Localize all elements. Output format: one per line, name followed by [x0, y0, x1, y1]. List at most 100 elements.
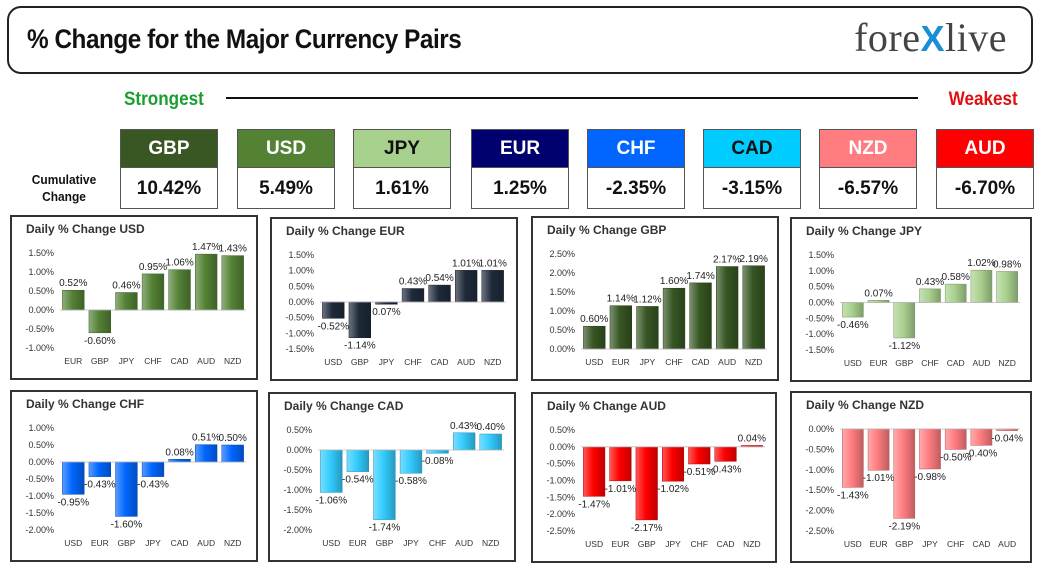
data-label: 1.12%: [633, 294, 661, 305]
x-tick-label: JPY: [379, 357, 395, 367]
currency-box-nzd: NZD -6.57%: [819, 129, 917, 209]
bar: [662, 287, 686, 350]
cumulative-label-line2: Change: [42, 189, 86, 204]
y-tick-label: -1.00%: [25, 343, 54, 353]
bar: [88, 309, 112, 334]
x-tick-label: NZD: [745, 357, 762, 367]
bar: [583, 446, 606, 497]
x-tick-label: EUR: [349, 538, 367, 548]
data-label: 0.07%: [372, 307, 400, 318]
bar: [452, 432, 476, 451]
bar: [689, 282, 712, 350]
x-tick-label: CAD: [692, 357, 710, 367]
x-tick-label: AUD: [998, 539, 1016, 549]
y-tick-label: 1.00%: [808, 266, 834, 276]
bar: [115, 292, 138, 311]
y-tick-label: 0.00%: [549, 442, 575, 452]
x-tick-label: CAD: [972, 539, 990, 549]
bar: [320, 449, 343, 493]
bar: [919, 288, 941, 303]
y-tick-label: 0.00%: [808, 298, 834, 308]
x-tick-label: CAD: [947, 358, 965, 368]
bar: [346, 449, 370, 472]
bar: [62, 461, 85, 495]
x-tick-label: EUR: [64, 356, 82, 366]
y-tick-label: -1.00%: [805, 465, 834, 475]
x-tick-label: GBP: [638, 539, 656, 549]
bar: [481, 270, 504, 303]
bar: [919, 428, 941, 470]
y-tick-label: 0.50%: [549, 325, 575, 335]
data-label: -1.14%: [344, 341, 376, 352]
data-label: 0.43%: [450, 421, 478, 432]
data-label: -0.43%: [710, 464, 742, 475]
y-tick-label: -0.50%: [546, 459, 575, 469]
x-tick-label: CAD: [717, 539, 735, 549]
chart-title: Daily % Change CAD: [284, 399, 404, 413]
y-tick-label: -2.00%: [25, 525, 54, 535]
bar: [635, 446, 658, 521]
x-tick-label: JPY: [665, 539, 681, 549]
y-tick-label: 0.00%: [28, 305, 54, 315]
y-tick-label: 0.50%: [288, 281, 314, 291]
chart-panel: Daily % Change USD 1.50% 1.00% 0.50% 0.00% -0…: [10, 215, 258, 380]
bar: [715, 266, 739, 350]
x-tick-label: JPY: [640, 357, 656, 367]
cumulative-value: -6.57%: [837, 178, 899, 199]
logo-text-left: fore: [854, 15, 921, 60]
bar: [168, 269, 191, 311]
x-tick-label: CAD: [171, 538, 189, 548]
data-label: -0.46%: [837, 320, 869, 331]
y-tick-label: -1.00%: [285, 328, 314, 338]
y-tick-label: 0.50%: [28, 286, 54, 296]
x-tick-label: EUR: [870, 358, 888, 368]
data-label: 1.02%: [967, 258, 995, 269]
chart-panel: Daily % Change GBP 2.50% 2.00% 1.50% 1.00% 0.…: [531, 216, 779, 381]
strongest-label: Strongest: [124, 89, 204, 110]
chart-title: Daily % Change EUR: [286, 224, 405, 238]
cumulative-value: 5.49%: [259, 178, 313, 199]
bar-chart: 0.50% 0.00% -0.50% -1.00% -1.50% -2.00% -1.06%…: [283, 421, 505, 548]
x-tick-label: EUR: [870, 539, 888, 549]
x-tick-label: USD: [844, 358, 862, 368]
y-tick-label: -1.50%: [546, 492, 575, 502]
x-tick-label: USD: [322, 538, 340, 548]
x-tick-label: AUD: [197, 356, 215, 366]
bar: [867, 428, 890, 471]
x-tick-label: USD: [585, 539, 603, 549]
data-label: -0.50%: [940, 452, 972, 463]
x-tick-label: JPY: [403, 538, 419, 548]
data-label: -0.58%: [395, 476, 427, 487]
x-tick-label: EUR: [611, 539, 629, 549]
data-label: 0.58%: [942, 272, 970, 283]
chart-title: Daily % Change AUD: [547, 399, 666, 413]
currency-box-aud: AUD -6.70%: [936, 129, 1034, 209]
data-label: 0.07%: [864, 288, 892, 299]
data-label: -0.04%: [991, 434, 1023, 445]
bar: [348, 301, 372, 338]
y-tick-label: -0.50%: [285, 313, 314, 323]
strength-scale-line: [226, 97, 918, 99]
y-tick-label: 0.50%: [286, 425, 312, 435]
x-tick-label: JPY: [922, 539, 938, 549]
data-label: -0.51%: [683, 467, 715, 478]
x-tick-label: AUD: [455, 538, 473, 548]
x-tick-label: JPY: [119, 356, 135, 366]
chart-panel: Daily % Change AUD 0.50% 0.00% -0.50% -1.00%…: [531, 392, 777, 563]
bar: [609, 446, 632, 482]
cumulative-value: -3.15%: [721, 178, 783, 199]
y-tick-label: -1.00%: [805, 329, 834, 339]
bar: [426, 449, 449, 454]
bar-chart: 0.50% 0.00% -0.50% -1.00% -1.50% -2.00% -2.50%…: [546, 425, 766, 549]
currency-code: AUD: [937, 130, 1033, 168]
chart-title: Daily % Change NZD: [806, 398, 925, 412]
currency-code: CAD: [704, 130, 800, 168]
x-tick-label: JPY: [145, 538, 161, 548]
chart-title: Daily % Change GBP: [547, 223, 667, 237]
data-label: -1.74%: [369, 523, 401, 534]
x-tick-label: GBP: [351, 357, 369, 367]
data-label: 1.01%: [452, 258, 480, 269]
y-tick-label: 1.00%: [288, 266, 314, 276]
y-tick-label: -0.50%: [25, 324, 54, 334]
data-label: 1.74%: [686, 271, 714, 282]
